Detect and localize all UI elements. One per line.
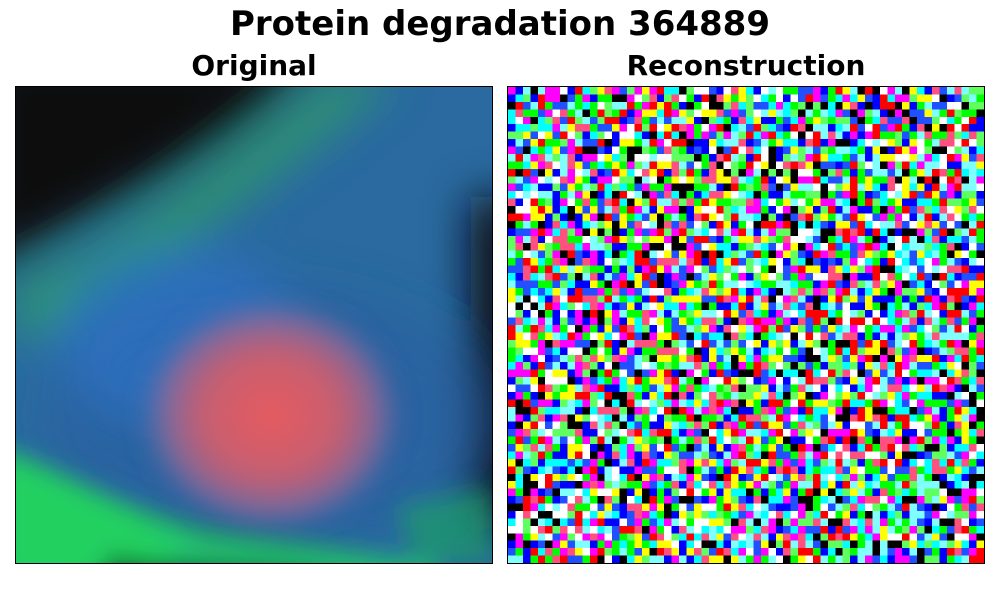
original-image-canvas [16, 87, 492, 563]
reconstruction-image-canvas [508, 87, 984, 563]
panel-title-original: Original [191, 49, 317, 82]
panel-title-reconstruction: Reconstruction [626, 49, 866, 82]
figure-title: Protein degradation 364889 [229, 4, 771, 44]
reconstruction-image [507, 86, 985, 564]
original-image [15, 86, 493, 564]
